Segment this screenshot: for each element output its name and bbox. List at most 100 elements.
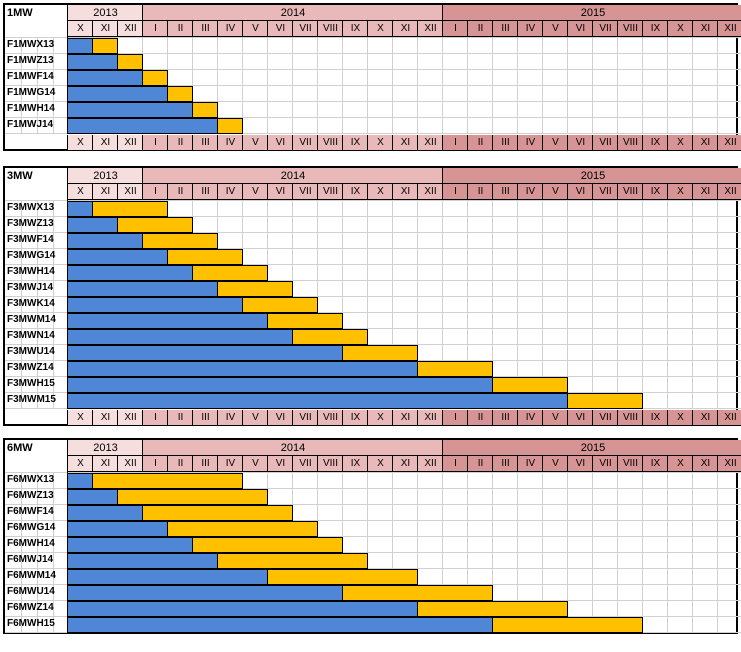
month-header-cell: III bbox=[192, 21, 218, 37]
blue-bar bbox=[67, 553, 218, 569]
blue-bar bbox=[67, 38, 93, 54]
month-header-cell: XI bbox=[692, 410, 718, 426]
grid-line bbox=[37, 200, 38, 408]
month-header-cell: XII bbox=[717, 410, 741, 426]
month-header-cell: VII bbox=[292, 21, 318, 37]
month-header-cell: VIII bbox=[617, 135, 643, 151]
month-header-cell: IX bbox=[642, 184, 668, 200]
month-header-cell: X bbox=[367, 184, 393, 200]
grid-line bbox=[53, 200, 54, 408]
month-header-cell: III bbox=[192, 184, 218, 200]
month-header-cell: III bbox=[492, 456, 518, 472]
month-header-cell: VII bbox=[592, 410, 618, 426]
blue-bar bbox=[67, 617, 493, 633]
month-header-cell: V bbox=[542, 410, 568, 426]
month-header-cell: VIII bbox=[317, 184, 343, 200]
grid-line bbox=[342, 200, 343, 408]
grid-line bbox=[592, 200, 593, 408]
grid-line bbox=[692, 200, 693, 408]
blue-bar bbox=[67, 102, 193, 118]
chart-left-border bbox=[67, 37, 68, 133]
yellow-bar bbox=[492, 377, 568, 393]
blue-bar bbox=[67, 505, 143, 521]
month-header-cell: VIII bbox=[317, 410, 343, 426]
row-label: F3MWM14 bbox=[7, 314, 56, 325]
month-header-cell: IX bbox=[342, 184, 368, 200]
grid-line bbox=[567, 200, 568, 408]
blue-bar bbox=[67, 601, 418, 617]
panel-title: 6MW bbox=[7, 442, 33, 454]
grid-line bbox=[342, 37, 343, 133]
yellow-bar bbox=[192, 537, 343, 553]
yellow-bar bbox=[417, 601, 568, 617]
month-header-cell: IV bbox=[517, 135, 543, 151]
month-header-cell: V bbox=[242, 21, 268, 37]
grid-line bbox=[567, 37, 568, 133]
blue-bar bbox=[67, 377, 493, 393]
blue-bar bbox=[67, 281, 218, 297]
month-header-cell: V bbox=[242, 456, 268, 472]
blue-bar bbox=[67, 473, 93, 489]
month-header-cell: IV bbox=[217, 184, 243, 200]
yellow-bar bbox=[117, 217, 193, 233]
grid-line bbox=[5, 200, 741, 201]
month-header-cell: VIII bbox=[617, 410, 643, 426]
month-header-cell: XI bbox=[392, 410, 418, 426]
panel-title: 1MW bbox=[7, 7, 33, 19]
grid-line bbox=[617, 37, 618, 133]
grid-line bbox=[442, 37, 443, 133]
month-header-cell: XI bbox=[692, 21, 718, 37]
month-header-cell: V bbox=[542, 184, 568, 200]
grid-line bbox=[5, 472, 741, 473]
month-header-cell: II bbox=[467, 456, 493, 472]
yellow-bar bbox=[217, 118, 243, 134]
grid-line bbox=[467, 200, 468, 408]
blue-bar bbox=[67, 118, 218, 134]
grid-line bbox=[5, 69, 741, 70]
yellow-bar bbox=[292, 329, 368, 345]
month-header-cell: XI bbox=[92, 456, 118, 472]
month-header-cell: XII bbox=[117, 456, 143, 472]
month-header-cell: V bbox=[542, 456, 568, 472]
grid-line bbox=[717, 200, 718, 408]
grid-line bbox=[392, 472, 393, 632]
row-label: F6MWX13 bbox=[7, 474, 55, 485]
yellow-bar bbox=[167, 521, 318, 537]
month-header-cell: XII bbox=[117, 21, 143, 37]
blue-bar bbox=[67, 54, 118, 70]
year-header-cell: 2014 bbox=[142, 440, 443, 456]
year-header-cell: 2013 bbox=[67, 5, 143, 21]
grid-line bbox=[392, 37, 393, 133]
blue-bar bbox=[67, 489, 118, 505]
year-header-cell: 2015 bbox=[442, 5, 741, 21]
row-label: F3MWU14 bbox=[7, 346, 55, 357]
month-header-cell: XI bbox=[92, 184, 118, 200]
month-header-cell: XII bbox=[417, 410, 443, 426]
month-header-cell: XI bbox=[92, 135, 118, 151]
yellow-bar bbox=[192, 102, 218, 118]
grid-line bbox=[5, 296, 741, 297]
month-header-cell: X bbox=[367, 410, 393, 426]
grid-line bbox=[392, 200, 393, 408]
month-header-cell: XII bbox=[417, 456, 443, 472]
month-header-cell: XI bbox=[92, 410, 118, 426]
month-header-cell: VI bbox=[267, 410, 293, 426]
expiry-line bbox=[642, 617, 643, 633]
month-header-cell: VII bbox=[592, 184, 618, 200]
month-header-cell: II bbox=[467, 21, 493, 37]
blue-bar bbox=[67, 249, 168, 265]
month-header-cell: IX bbox=[642, 135, 668, 151]
month-header-cell: II bbox=[467, 135, 493, 151]
row-label: F1MWG14 bbox=[7, 87, 56, 98]
yellow-bar bbox=[217, 553, 368, 569]
month-header-cell: X bbox=[667, 184, 693, 200]
month-header-cell: IX bbox=[642, 456, 668, 472]
grid-line bbox=[317, 37, 318, 133]
grid-line bbox=[37, 472, 38, 632]
month-header-cell: VI bbox=[267, 456, 293, 472]
month-header-cell: IV bbox=[517, 21, 543, 37]
blue-bar bbox=[67, 521, 168, 537]
row-label: F3MWK14 bbox=[7, 298, 55, 309]
grid-line bbox=[517, 472, 518, 632]
month-header-cell: VII bbox=[592, 456, 618, 472]
